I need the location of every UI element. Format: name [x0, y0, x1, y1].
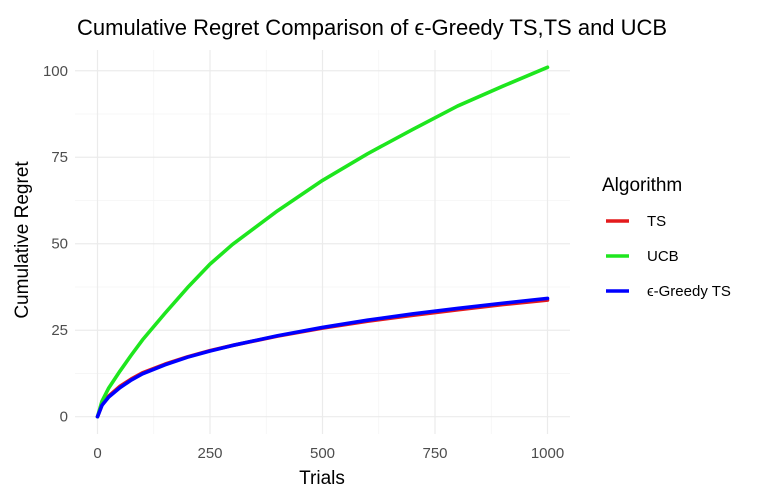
series-line-1 [95, 65, 550, 419]
x-tick-label: 250 [197, 445, 222, 462]
x-tick-label: 0 [93, 445, 101, 462]
x-tick-label: 750 [422, 445, 447, 462]
chart-title: Cumulative Regret Comparison of ϵ-Greedy… [77, 15, 667, 40]
y-axis-label: Cumulative Regret [12, 161, 33, 319]
x-tick-label: 500 [310, 445, 335, 462]
legend-label-1: UCB [647, 248, 679, 265]
legend-label-2: ϵ-Greedy TS [647, 283, 731, 300]
y-tick-label: 25 [51, 322, 68, 339]
y-tick-label: 0 [60, 409, 68, 426]
x-axis-label: Trials [299, 468, 345, 489]
legend-title: Algorithm [602, 175, 682, 196]
grid [75, 50, 570, 434]
series-lines [95, 65, 550, 419]
y-tick-label: 50 [51, 236, 68, 253]
y-tick-label: 75 [51, 149, 68, 166]
series-line-2 [95, 296, 550, 419]
y-tick-label: 100 [43, 63, 68, 80]
y-axis-ticks: 0 25 50 75 100 [43, 63, 68, 426]
legend-items: TS UCB ϵ-Greedy TS [606, 213, 731, 300]
x-axis-ticks: 0 250 500 750 1000 [93, 445, 564, 462]
legend-label-0: TS [647, 213, 666, 230]
legend: Algorithm TS UCB ϵ-Greedy TS [602, 175, 731, 300]
x-tick-label: 1000 [531, 445, 564, 462]
